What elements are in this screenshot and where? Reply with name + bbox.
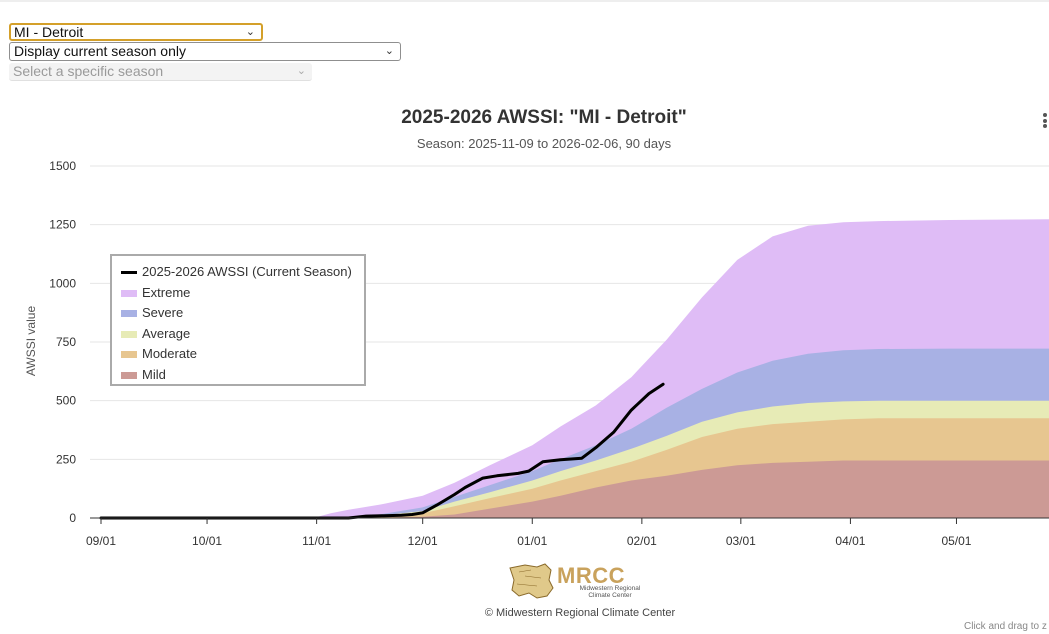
- y-tick-label: 1250: [49, 218, 76, 232]
- y-tick-label: 250: [56, 452, 76, 466]
- legend-label: Extreme: [142, 284, 191, 300]
- specific-season-select: Select a specific season ⌄: [9, 63, 312, 81]
- x-tick-label: 01/01: [517, 534, 547, 548]
- x-tick-label: 11/01: [302, 534, 331, 548]
- legend-swatch: [121, 351, 137, 358]
- x-tick-label: 04/01: [835, 534, 865, 548]
- chevron-down-icon: ⌄: [384, 45, 394, 57]
- chevron-down-icon: ⌄: [296, 65, 306, 77]
- legend-label: Mild: [142, 366, 166, 382]
- y-tick-label: 1000: [49, 276, 76, 290]
- x-tick-label: 09/01: [86, 534, 116, 548]
- x-tick-label: 05/01: [941, 534, 971, 548]
- x-tick-label: 10/01: [192, 534, 222, 548]
- station-select-value: MI - Detroit: [14, 24, 84, 40]
- legend-item-average[interactable]: Average: [112, 326, 364, 347]
- legend-label: Average: [142, 325, 191, 341]
- zoom-hint: Click and drag to z: [964, 621, 1047, 632]
- svg-text:MRCC: MRCC: [557, 563, 625, 588]
- season-mode-select-value: Display current season only: [14, 43, 186, 59]
- chart-title: 2025-2026 AWSSI: "MI - Detroit": [401, 107, 687, 128]
- y-axis-title: AWSSI value: [24, 306, 38, 377]
- legend-item-current[interactable]: 2025-2026 AWSSI (Current Season): [112, 264, 364, 285]
- station-select[interactable]: MI - Detroit ⌄: [9, 23, 263, 41]
- y-tick-label: 1500: [49, 159, 76, 173]
- legend-line-swatch: [121, 271, 137, 274]
- top-border: [0, 0, 1049, 2]
- legend-label: Severe: [142, 305, 184, 320]
- y-tick-label: 0: [69, 511, 76, 525]
- legend-swatch: [121, 310, 137, 317]
- legend-swatch: [121, 330, 137, 338]
- x-tick-label: 12/01: [408, 534, 438, 548]
- mrcc-logo-subtitle: Midwestern Regional Climate Center: [579, 585, 641, 599]
- legend-label: 2025-2026 AWSSI (Current Season): [142, 264, 352, 279]
- legend-item-severe[interactable]: Severe: [112, 305, 364, 326]
- mrcc-logo: MRCC: [509, 563, 625, 599]
- band-moderate: [101, 418, 1049, 518]
- legend-item-moderate[interactable]: Moderate: [112, 346, 364, 367]
- legend-swatch: [121, 289, 137, 297]
- legend-item-extreme[interactable]: Extreme: [112, 285, 364, 306]
- current-season-line: [99, 382, 665, 520]
- legend-item-mild[interactable]: Mild: [112, 367, 364, 388]
- y-tick-label: 500: [56, 394, 76, 408]
- band-mild: [101, 460, 1049, 518]
- x-tick-label: 02/01: [627, 534, 657, 548]
- band-average: [101, 400, 1049, 518]
- y-tick-label: 750: [56, 335, 76, 349]
- specific-season-placeholder: Select a specific season: [13, 63, 164, 79]
- x-tick-label: 03/01: [726, 534, 756, 548]
- copyright-credit: © Midwestern Regional Climate Center: [484, 607, 676, 619]
- chart-legend: 2025-2026 AWSSI (Current Season) Extreme…: [110, 254, 366, 386]
- chart-subtitle: Season: 2025-11-09 to 2026-02-06, 90 day…: [416, 136, 672, 151]
- season-mode-select[interactable]: Display current season only ⌄: [9, 42, 401, 61]
- chart-menu-icon[interactable]: [1043, 113, 1047, 130]
- chevron-down-icon: ⌄: [245, 26, 255, 38]
- legend-label: Moderate: [142, 346, 197, 361]
- legend-swatch: [121, 371, 137, 379]
